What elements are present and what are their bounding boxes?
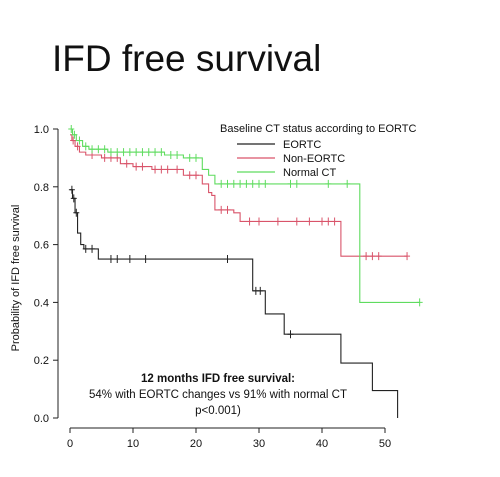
censor-mark-non-eortc xyxy=(246,217,253,226)
censor-mark-normal-ct xyxy=(158,148,165,157)
censor-mark-non-eortc xyxy=(133,162,140,171)
censor-mark-normal-ct xyxy=(256,179,262,188)
chart-legend: Baseline CT status according to EORTC EOR… xyxy=(220,123,417,179)
censor-mark-normal-ct xyxy=(68,125,75,133)
y-tick-label: 0.6 xyxy=(34,240,49,252)
censor-mark-non-eortc xyxy=(224,205,231,214)
chart-annotation: 12 months IFD free survival: 54% with EO… xyxy=(89,373,347,417)
survival-curve-non-eortc xyxy=(70,134,408,257)
censor-mark-non-eortc xyxy=(174,165,181,174)
censor-mark-non-eortc xyxy=(375,252,382,261)
legend-title: Baseline CT status according to EORTC xyxy=(220,123,417,135)
censor-mark-eortc xyxy=(82,244,89,253)
censor-mark-non-eortc xyxy=(74,142,81,151)
censor-mark-normal-ct xyxy=(101,145,108,154)
censor-mark-normal-ct xyxy=(193,153,199,162)
x-tick-label: 20 xyxy=(190,438,202,450)
censor-mark-normal-ct xyxy=(224,179,231,188)
x-tick-label: 10 xyxy=(127,438,139,450)
censor-mark-normal-ct xyxy=(262,179,269,188)
y-tick-label: 0.8 xyxy=(34,182,49,194)
censor-mark-normal-ct xyxy=(344,179,351,188)
censor-mark-normal-ct xyxy=(76,136,83,145)
y-axis-label: Probability of IFD free survival xyxy=(10,205,22,352)
censor-mark-normal-ct xyxy=(139,148,146,157)
censor-mark-non-eortc xyxy=(70,136,77,145)
censor-mark-eortc xyxy=(70,194,77,203)
censor-mark-normal-ct xyxy=(243,179,250,188)
annotation-line-1: 12 months IFD free survival: xyxy=(141,373,295,385)
censor-mark-normal-ct xyxy=(133,148,140,157)
censor-mark-eortc xyxy=(89,244,96,253)
censor-mark-non-eortc xyxy=(164,165,171,174)
censor-mark-non-eortc xyxy=(101,153,108,162)
censor-mark-non-eortc xyxy=(123,159,130,168)
x-tick-label: 30 xyxy=(253,438,265,450)
censor-mark-normal-ct xyxy=(152,148,159,157)
censor-mark-normal-ct xyxy=(174,151,181,160)
x-tick-label: 40 xyxy=(316,438,328,450)
censor-mark-normal-ct xyxy=(71,130,78,139)
censor-mark-normal-ct xyxy=(287,179,294,188)
censor-mark-eortc xyxy=(107,255,114,264)
censor-mark-normal-ct xyxy=(114,148,121,157)
censor-mark-normal-ct xyxy=(89,145,96,154)
censor-mark-non-eortc xyxy=(306,217,313,226)
chart-axes: 0.0 0.2 0.4 0.6 0.8 1.0 0 10 20 30 40 50 xyxy=(34,124,391,450)
censor-mark-eortc xyxy=(114,255,121,264)
y-tick-label: 0.2 xyxy=(34,355,49,367)
censor-mark-normal-ct xyxy=(249,179,256,188)
legend-label-eortc: EORTC xyxy=(283,139,321,151)
censor-mark-normal-ct xyxy=(293,179,300,188)
censor-mark-eortc xyxy=(287,330,294,339)
censor-mark-eortc xyxy=(73,208,80,217)
censor-mark-normal-ct xyxy=(107,148,114,157)
censor-mark-eortc xyxy=(68,185,75,194)
censor-mark-non-eortc xyxy=(319,217,325,226)
censor-mark-non-eortc xyxy=(158,165,165,174)
censor-mark-non-eortc xyxy=(193,171,199,180)
y-tick-label: 0.0 xyxy=(34,413,49,425)
chart-curves xyxy=(68,125,423,418)
survival-curve-normal-ct xyxy=(70,128,420,303)
censor-mark-normal-ct xyxy=(186,153,193,162)
x-tick-label: 50 xyxy=(379,438,391,450)
censor-mark-non-eortc xyxy=(404,252,411,261)
censor-mark-non-eortc xyxy=(293,217,300,226)
censor-mark-normal-ct xyxy=(120,148,127,157)
y-tick-label: 1.0 xyxy=(34,124,49,136)
annotation-line-2: 54% with EORTC changes vs 91% with norma… xyxy=(89,389,347,401)
censor-mark-eortc xyxy=(142,255,149,264)
censor-mark-non-eortc xyxy=(152,165,159,174)
censor-mark-normal-ct xyxy=(82,142,89,151)
censor-mark-normal-ct xyxy=(416,298,423,307)
legend-label-non-eortc: Non-EORTC xyxy=(283,153,345,165)
censor-mark-non-eortc xyxy=(331,217,338,226)
y-tick-label: 0.4 xyxy=(34,297,49,309)
censor-mark-normal-ct xyxy=(95,145,102,154)
censor-mark-normal-ct xyxy=(325,179,332,188)
censor-mark-non-eortc xyxy=(139,162,146,171)
censor-mark-eortc xyxy=(224,255,231,264)
censor-mark-non-eortc xyxy=(325,217,332,226)
censor-mark-non-eortc xyxy=(186,171,193,180)
censor-mark-non-eortc xyxy=(274,217,281,226)
censor-mark-non-eortc xyxy=(363,252,370,261)
censor-mark-normal-ct xyxy=(218,179,225,188)
censor-mark-normal-ct xyxy=(145,148,152,157)
censor-mark-non-eortc xyxy=(218,205,225,214)
x-tick-label: 0 xyxy=(67,438,73,450)
slide-title: IFD free survival xyxy=(52,38,322,79)
censor-mark-non-eortc xyxy=(256,217,262,226)
annotation-line-3: p<0.001) xyxy=(195,405,241,417)
censor-mark-normal-ct xyxy=(237,179,244,188)
censor-mark-normal-ct xyxy=(230,179,237,188)
censor-mark-normal-ct xyxy=(167,151,174,160)
censor-mark-normal-ct xyxy=(126,148,133,157)
legend-label-normal-ct: Normal CT xyxy=(283,167,336,179)
censor-mark-non-eortc xyxy=(369,252,376,261)
censor-mark-eortc xyxy=(257,286,264,295)
censor-mark-eortc xyxy=(126,255,133,264)
